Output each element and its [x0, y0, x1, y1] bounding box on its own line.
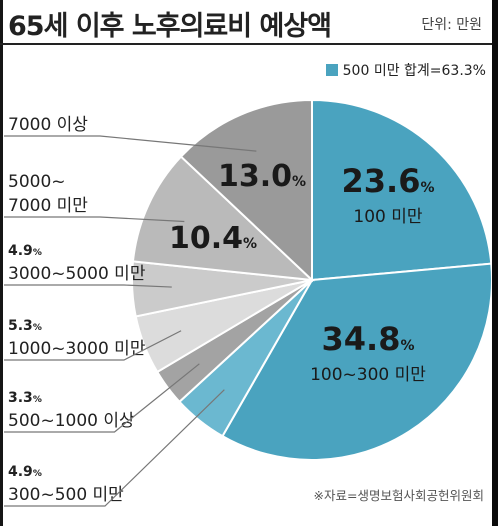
percent-sign: % — [33, 395, 42, 405]
title-divider — [0, 43, 492, 45]
pie-slice — [311, 98, 492, 282]
legend: 500 미만 합계=63.3% — [325, 60, 486, 80]
external-category-label: 1000~3000 미만 — [8, 339, 146, 359]
percent-sign: % — [400, 338, 414, 354]
leader-line — [4, 135, 257, 152]
external-category-label: 7000 이상 — [8, 115, 88, 135]
source-note: ※자료=생명보험사회공헌위원회 — [313, 488, 484, 503]
right-border — [492, 0, 498, 526]
chart-title: 65세 이후 노후의료비 예상액 — [8, 11, 332, 42]
pie-slice — [221, 262, 492, 461]
external-value-label: 4.9% — [8, 243, 42, 259]
external-value-label: 5.3% — [8, 318, 42, 334]
leader-line — [4, 284, 172, 288]
slice-value-label: 10.4% — [169, 221, 257, 256]
external-category-label: 300~500 미만 — [8, 485, 124, 505]
external-category-label: 3000~5000 미만 — [8, 264, 146, 284]
slice-value-label: 34.8% — [322, 320, 415, 358]
percent-sign: % — [292, 174, 306, 190]
percent-sign: % — [243, 236, 257, 252]
percent-sign: % — [33, 248, 42, 258]
percent-sign: % — [420, 180, 434, 196]
percent-sign: % — [33, 323, 42, 333]
pie-slice — [131, 155, 315, 282]
external-category-label: 500~1000 이상 — [8, 411, 135, 431]
legend-swatch — [325, 64, 338, 76]
legend-label: 500 미만 합계=63.3% — [342, 63, 486, 79]
slice-value-label: 13.0% — [218, 159, 306, 194]
external-value-label: 3.3% — [8, 390, 42, 406]
slice-value-label: 23.6% — [342, 162, 435, 200]
leader-line — [4, 363, 200, 433]
leader-line — [4, 330, 182, 361]
slice-category-label: 100~300 미만 — [310, 365, 426, 385]
external-category-label: 5000~ — [8, 172, 66, 192]
unit-label: 단위: 만원 — [421, 17, 482, 33]
slice-category-label: 100 미만 — [353, 207, 422, 227]
external-value-label: 4.9% — [8, 464, 42, 480]
percent-sign: % — [33, 469, 42, 479]
external-category-label: 7000 미만 — [8, 196, 88, 216]
pie-slice — [179, 98, 313, 283]
left-border — [0, 0, 3, 526]
leader-line — [4, 389, 225, 507]
leader-line — [4, 216, 185, 223]
